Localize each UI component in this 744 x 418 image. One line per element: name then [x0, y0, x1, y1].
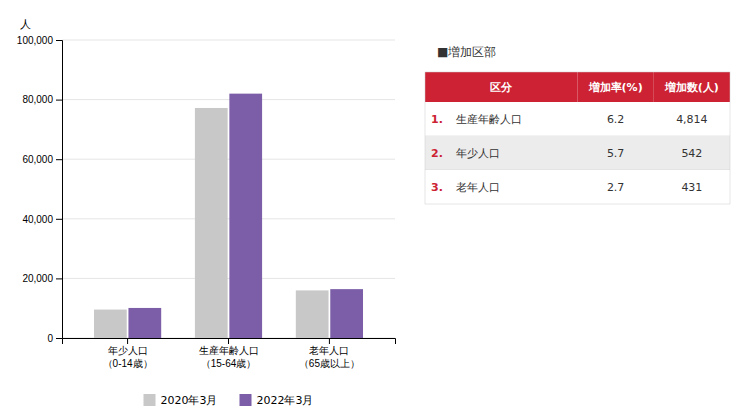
legend-item: 2020年3月: [144, 394, 218, 407]
table-value: 542: [681, 147, 702, 160]
bar: [195, 108, 228, 338]
y-axis-label: 人: [20, 18, 31, 31]
x-tick-mark: [329, 338, 330, 344]
x-tick: 生産年齢人口（15-64歳）: [199, 338, 259, 369]
y-tick-mark: [56, 100, 62, 101]
table-value: 431: [681, 181, 702, 194]
y-tick-label: 80,000: [22, 94, 53, 105]
bar: [94, 310, 127, 338]
y-axis-line: [56, 41, 63, 339]
y-tick: 80,000: [22, 94, 62, 105]
y-tick-label: 0: [47, 333, 53, 344]
table-row: [425, 102, 730, 136]
legend-label: 2020年3月: [161, 394, 218, 407]
legend-label: 2022年3月: [257, 394, 314, 407]
table-header: 増加数(人): [664, 81, 719, 94]
x-tick: 年少人口（0-14歳）: [103, 338, 153, 369]
table-value: 4,814: [676, 113, 708, 126]
x-tick-label: 年少人口（0-14歳）: [103, 345, 153, 369]
grid-line: [62, 159, 395, 160]
table-label: 老年人口: [456, 181, 500, 194]
table-label: 生産年齢人口: [456, 113, 522, 126]
table-row: [425, 136, 730, 170]
y-tick-mark: [56, 338, 62, 339]
y-tick-mark: [56, 159, 62, 160]
table-value: 2.7: [607, 181, 625, 194]
table-header-cell: [654, 72, 730, 102]
table-value: 5.7: [607, 147, 625, 160]
bar-series: [128, 94, 363, 338]
y-tick-label: 100,000: [17, 35, 54, 46]
table-border: [425, 72, 730, 204]
grid-line: [62, 99, 395, 100]
y-axis: 0 20,000 40,000 60,000 80,000 100,000: [17, 35, 63, 344]
table-label: 年少人口: [456, 147, 500, 160]
table-rank: 3.: [431, 181, 443, 194]
legend-swatch: [144, 394, 156, 406]
legend-swatch: [240, 394, 252, 406]
table-title: ■増加区部: [437, 45, 496, 59]
y-tick: 100,000: [17, 35, 62, 46]
bar: [296, 290, 329, 338]
legend-item: 2022年3月: [240, 394, 314, 407]
grid: [62, 40, 395, 338]
table: ■増加区部区分 増加率(%) 増加数(人) 1. 生産年齢人口 6.2 4,814 2. 年少人…: [425, 45, 730, 204]
y-tick-label: 60,000: [22, 154, 53, 165]
table-header-cell: [425, 72, 578, 102]
bars: [94, 94, 363, 338]
y-tick: 60,000: [22, 154, 62, 165]
table-header: 区分: [490, 81, 513, 94]
bar-chart: 0 20,000 40,000 60,000 80,000 100,000 年少人口（0-1…: [17, 18, 396, 369]
table-rank: 2.: [431, 147, 443, 160]
bar: [330, 289, 363, 338]
y-tick-mark: [56, 219, 62, 220]
table-header: 増加率(%): [588, 81, 643, 94]
x-tick-mark: [228, 338, 229, 344]
y-tick-mark: [56, 278, 62, 279]
y-tick: 20,000: [22, 273, 62, 284]
bar-series: [94, 108, 329, 338]
bar: [128, 308, 161, 338]
table-value: 6.2: [607, 113, 625, 126]
grid-line: [62, 278, 395, 279]
bar: [229, 94, 262, 338]
table-row: [425, 170, 730, 204]
chart-root: 0 20,000 40,000 60,000 80,000 100,000 年少人口（0-1…: [0, 0, 744, 418]
y-tick-mark: [56, 40, 62, 41]
y-tick: 40,000: [22, 214, 62, 225]
y-tick: 0: [47, 333, 62, 344]
table-rank: 1.: [431, 113, 443, 126]
grid-line: [62, 218, 395, 219]
x-tick-mark: [127, 338, 128, 344]
table-header-cell: [578, 72, 654, 102]
x-tick-label: 老年人口（65歳以上）: [299, 345, 360, 369]
y-tick-label: 20,000: [22, 273, 53, 284]
grid-line: [62, 40, 395, 41]
x-axis: 年少人口（0-14歳） 生産年齢人口（15-64歳） 老年人口（65歳以上）: [63, 338, 396, 369]
x-tick: 老年人口（65歳以上）: [299, 338, 360, 369]
x-tick-label: 生産年齢人口（15-64歳）: [199, 345, 259, 369]
y-tick-label: 40,000: [22, 214, 53, 225]
legend: 2020年3月 2022年3月: [144, 394, 314, 407]
x-axis-line: [63, 339, 396, 345]
